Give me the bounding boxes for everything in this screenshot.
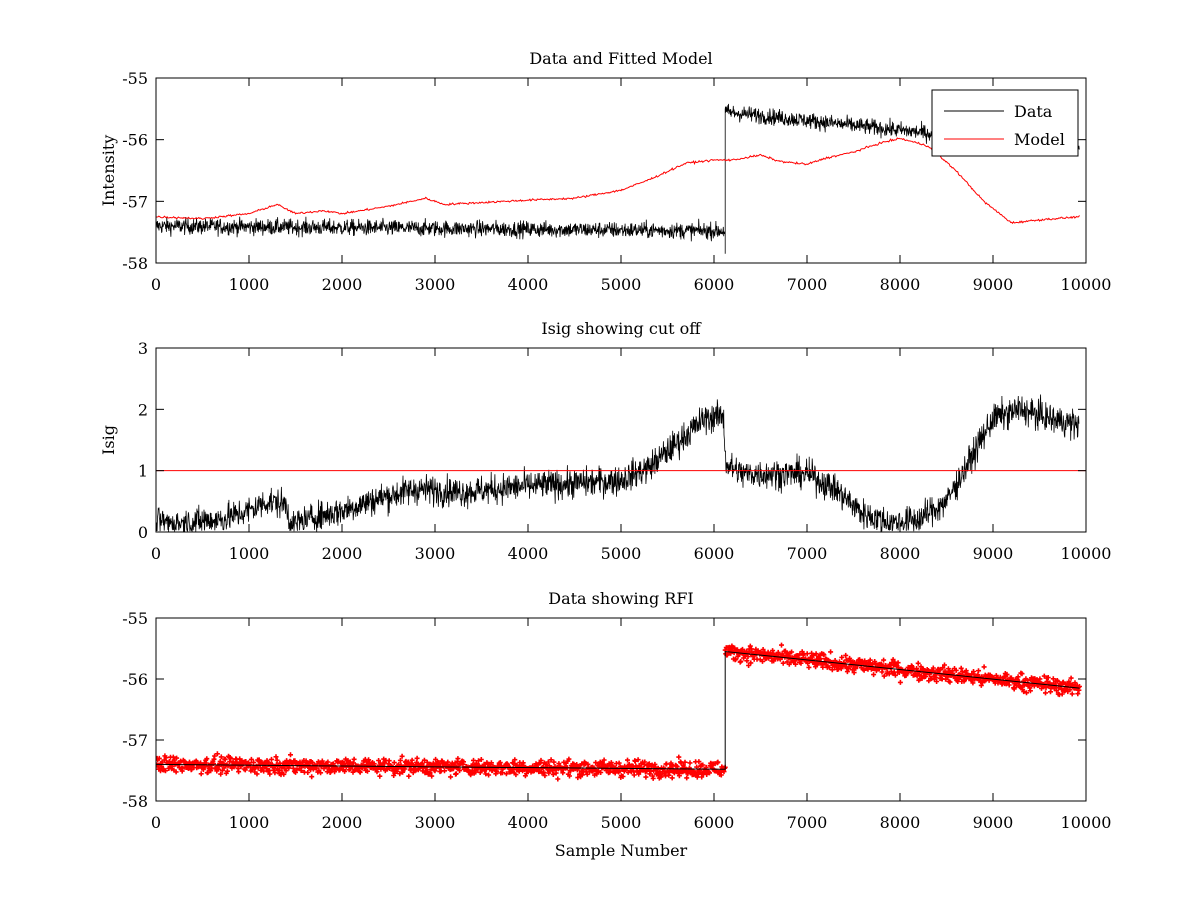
y-tick-label: -55: [122, 609, 148, 628]
series-isig-line: [156, 394, 1080, 532]
chart-panel-3: 0 1000 2000 3000 4000 5000 6000 7000 8000 9000 100…: [122, 589, 1111, 860]
y-tick-label: -56: [122, 670, 148, 689]
x-tick-label: 8000: [880, 544, 921, 563]
y-tick-label: 3: [138, 339, 148, 358]
x-tick-label: 6000: [694, 813, 735, 832]
plot-data: [156, 103, 1080, 254]
legend: Data Model: [931, 89, 1079, 157]
x-tick-label: 4000: [508, 813, 549, 832]
y-tick-label: -56: [122, 131, 148, 150]
x-tick-label: 5000: [601, 813, 642, 832]
plot-data: [156, 394, 1086, 532]
chart-title: Data and Fitted Model: [529, 49, 712, 68]
x-tick-label: 1000: [229, 813, 270, 832]
legend-label-data: Data: [1014, 102, 1053, 121]
plot-area: [156, 78, 1086, 263]
y-axis-label: Isig: [99, 425, 118, 455]
series-data-line: [156, 103, 1080, 254]
x-tick-label: 9000: [973, 275, 1014, 294]
x-tick-label: 3000: [415, 813, 456, 832]
x-tick-label: 7000: [787, 275, 828, 294]
y-tick-label: 1: [138, 462, 148, 481]
y-tick-label: -58: [122, 254, 148, 273]
x-axis-label: Sample Number: [555, 841, 688, 860]
x-tick-label: 0: [151, 544, 161, 563]
x-tick-label: 5000: [601, 544, 642, 563]
x-tick-label: 0: [151, 813, 161, 832]
x-tick-label: 10000: [1061, 813, 1112, 832]
y-axis-label: Intensity: [99, 135, 118, 207]
plot-area: [156, 348, 1086, 532]
x-tick-label: 6000: [694, 544, 735, 563]
x-tick-label: 2000: [322, 813, 363, 832]
x-tick-label: 4000: [508, 544, 549, 563]
x-tick-label: 1000: [229, 544, 270, 563]
x-tick-label: 3000: [415, 544, 456, 563]
y-tick-label: -57: [122, 731, 148, 750]
x-tick-label: 8000: [880, 813, 921, 832]
y-tick-label: -55: [122, 69, 148, 88]
chart-panel-1: 0 1000 2000 3000 4000 5000 6000 7000 8000 9000 100…: [99, 49, 1111, 294]
x-tick-label: 2000: [322, 275, 363, 294]
x-tick-label: 9000: [973, 544, 1014, 563]
chart-title: Isig showing cut off: [541, 319, 702, 338]
chart-title: Data showing RFI: [548, 589, 693, 608]
y-tick-label: -58: [122, 792, 148, 811]
y-tick-label: 2: [138, 400, 148, 419]
x-tick-label: 4000: [508, 275, 549, 294]
x-tick-label: 7000: [787, 544, 828, 563]
data-trace-line: [156, 650, 1080, 770]
x-tick-label: 7000: [787, 813, 828, 832]
x-tick-label: 8000: [880, 275, 921, 294]
x-tick-label: 3000: [415, 275, 456, 294]
x-tick-label: 1000: [229, 275, 270, 294]
x-tick-label: 2000: [322, 544, 363, 563]
chart-panel-2: 0 1000 2000 3000 4000 5000 6000 7000 8000 9000 100…: [99, 319, 1111, 563]
y-tick-label: 0: [138, 523, 148, 542]
x-tick-label: 10000: [1061, 544, 1112, 563]
x-tick-label: 6000: [694, 275, 735, 294]
y-tick-label: -57: [122, 192, 148, 211]
plot-data: [156, 642, 1082, 782]
legend-box: [931, 89, 1079, 157]
x-tick-label: 10000: [1061, 275, 1112, 294]
legend-label-model: Model: [1014, 130, 1065, 149]
x-tick-label: 5000: [601, 275, 642, 294]
series-model-line: [156, 137, 1080, 225]
x-tick-label: 9000: [973, 813, 1014, 832]
x-tick-label: 0: [151, 275, 161, 294]
